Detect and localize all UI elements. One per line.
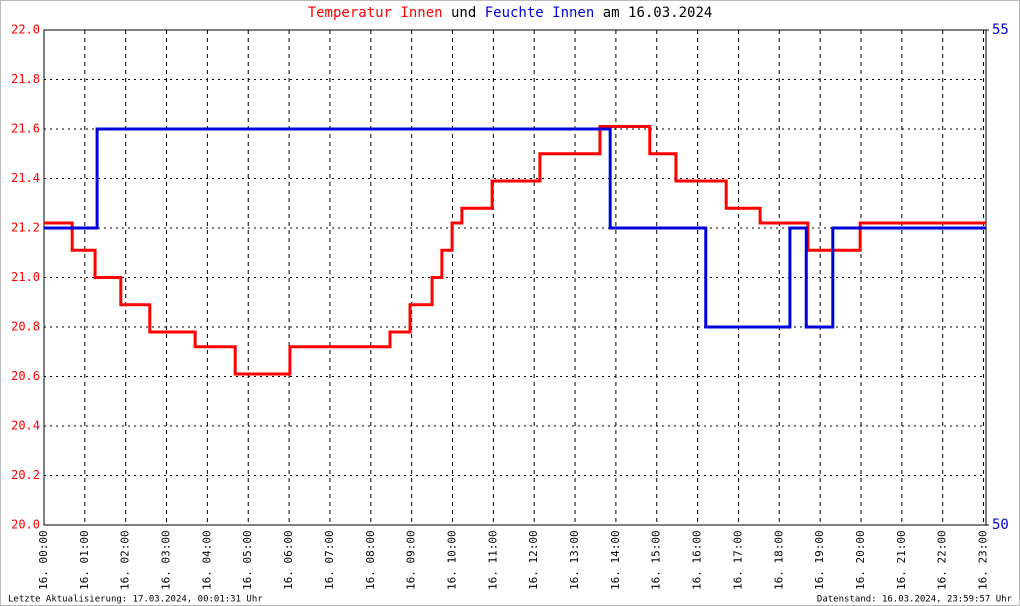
x-tick-label: 16. 07:00 xyxy=(323,530,336,590)
y-tick-label: 21.8 xyxy=(11,72,40,86)
x-tick-label: 16. 02:00 xyxy=(119,530,132,590)
x-tick-label: 16. 17:00 xyxy=(731,530,744,590)
x-tick-label: 16. 14:00 xyxy=(609,530,622,590)
line-series xyxy=(44,127,986,329)
title-part: Feuchte Innen xyxy=(485,5,595,21)
x-tick-label: 16. 05:00 xyxy=(241,530,254,590)
y-tick-label: 21.2 xyxy=(11,221,40,235)
x-tick-label: 16. 09:00 xyxy=(405,530,418,590)
x-tick-label: 16. 10:00 xyxy=(445,530,458,590)
x-tick-label: 16. 23:00 xyxy=(977,530,990,590)
y-tick-label: 22.0 xyxy=(11,23,40,37)
x-tick-label: 16. 19:00 xyxy=(813,530,826,590)
y-tick-label: 20.2 xyxy=(11,468,40,482)
x-tick-label: 16. 06:00 xyxy=(282,530,295,590)
x-tick-label: 16. 22:00 xyxy=(936,530,949,590)
title-part: am 16.03.2024 xyxy=(603,5,713,21)
y2-tick-label: 55 xyxy=(992,22,1009,38)
x-tick-label: 16. 18:00 xyxy=(772,530,785,590)
line-series xyxy=(44,125,986,376)
x-tick-label: 16. 20:00 xyxy=(854,530,867,590)
chart-title: Temperatur Innen und Feuchte Innen am 16… xyxy=(308,5,713,21)
x-tick-label: 16. 00:00 xyxy=(37,530,50,590)
footer-right: Datenstand: 16.03.2024, 23:59:57 Uhr xyxy=(817,595,1013,605)
y-tick-label: 21.6 xyxy=(11,122,40,136)
y2-tick-label: 50 xyxy=(992,517,1009,533)
y-tick-label: 20.8 xyxy=(11,320,40,334)
x-tick-label: 16. 01:00 xyxy=(78,530,91,590)
title-part: Temperatur Innen xyxy=(308,5,443,21)
x-tick-label: 16. 15:00 xyxy=(650,530,663,590)
y-tick-label: 20.6 xyxy=(11,369,40,383)
x-tick-label: 16. 13:00 xyxy=(568,530,581,590)
title-part: und xyxy=(451,5,476,21)
x-tick-label: 16. 11:00 xyxy=(486,530,499,590)
x-tick-label: 16. 08:00 xyxy=(364,530,377,590)
x-tick-label: 16. 12:00 xyxy=(527,530,540,590)
x-tick-label: 16. 21:00 xyxy=(895,530,908,590)
y-tick-label: 20.0 xyxy=(11,518,40,532)
x-tick-label: 16. 04:00 xyxy=(200,530,213,590)
x-tick-label: 16. 03:00 xyxy=(160,530,173,590)
footer-left: Letzte Aktualisierung: 17.03.2024, 00:01… xyxy=(8,595,263,605)
y-tick-label: 21.0 xyxy=(11,270,40,284)
x-tick-label: 16. 16:00 xyxy=(691,530,704,590)
plot-border xyxy=(43,29,987,526)
y-tick-label: 21.4 xyxy=(11,171,40,185)
y-tick-label: 20.4 xyxy=(11,419,40,433)
